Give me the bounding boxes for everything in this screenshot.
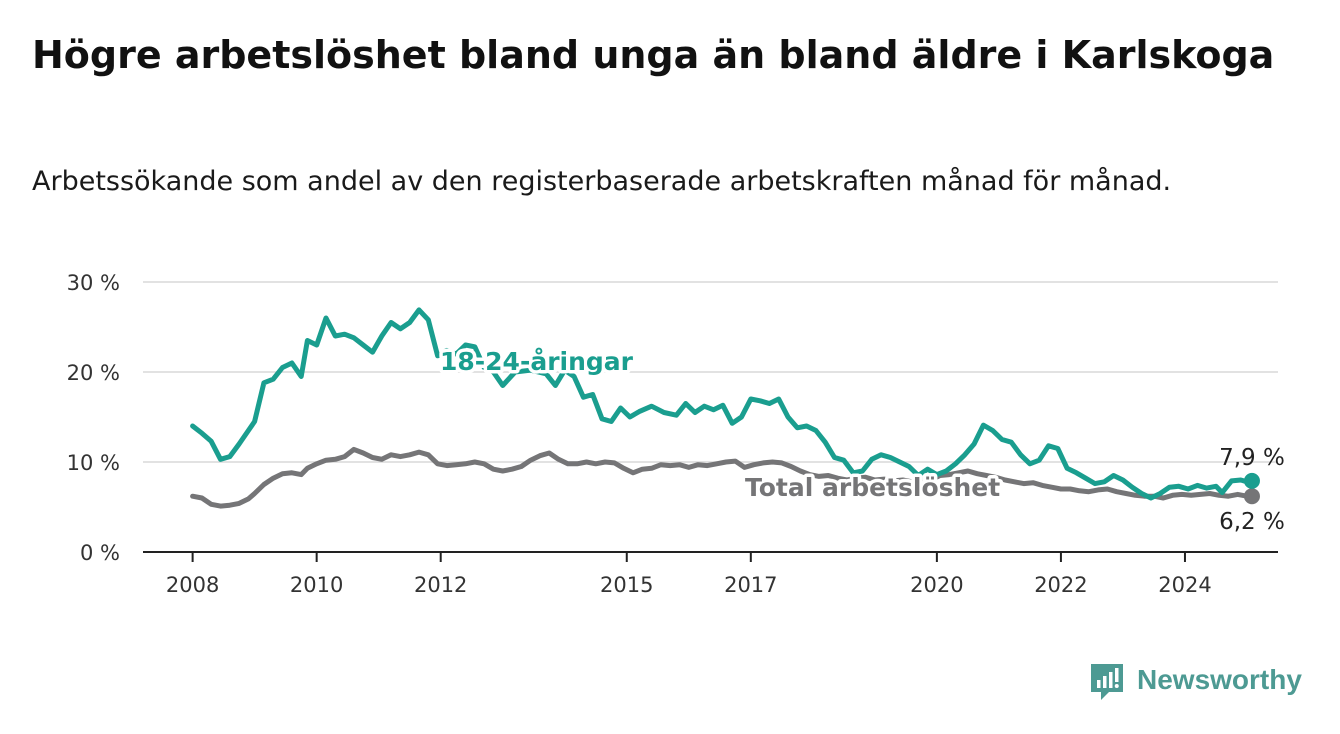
end-value-label-youth: 7,9 %: [1219, 445, 1285, 471]
series-labels: 18-24-åringar Total arbetslöshet 7,9 % 6,2 …: [437, 344, 1285, 536]
x-tick-label: 2020: [910, 573, 963, 597]
chart-subtitle: Arbetssökande som andel av den registerb…: [32, 166, 1172, 197]
brand-name: Newsworthy: [1137, 664, 1302, 695]
x-tick-label: 2017: [724, 573, 777, 597]
series-line: [190, 446, 1255, 509]
x-tick-label: 2022: [1034, 573, 1087, 597]
series-lines: [190, 307, 1260, 509]
y-tick-label: 20 %: [67, 361, 120, 385]
y-tick-label: 0 %: [80, 541, 120, 565]
end-value-label-total: 6,2 %: [1219, 509, 1285, 535]
y-tick-label: 10 %: [67, 451, 120, 475]
x-tick-label: 2024: [1158, 573, 1211, 597]
y-tick-label: 30 %: [67, 271, 120, 295]
bar-chart-icon: [1091, 664, 1123, 700]
x-tick-label: 2010: [290, 573, 343, 597]
x-axis: 2008 2010 2012 2015 2017 2020 2022 2024: [166, 552, 1212, 597]
chart-title: Högre arbetslöshet bland unga än bland ä…: [32, 33, 1275, 77]
series-label-total: Total arbetslöshet: [745, 473, 1000, 502]
x-tick-label: 2012: [414, 573, 467, 597]
series-label-youth: 18-24-åringar: [440, 347, 634, 376]
gridlines: [143, 281, 1278, 553]
series-line: [190, 307, 1255, 501]
series-end-point: [1243, 472, 1260, 489]
x-tick-label: 2008: [166, 573, 219, 597]
y-axis: 0 % 10 % 20 % 30 %: [67, 271, 120, 565]
x-tick-label: 2015: [600, 573, 653, 597]
series-end-point: [1243, 488, 1260, 505]
